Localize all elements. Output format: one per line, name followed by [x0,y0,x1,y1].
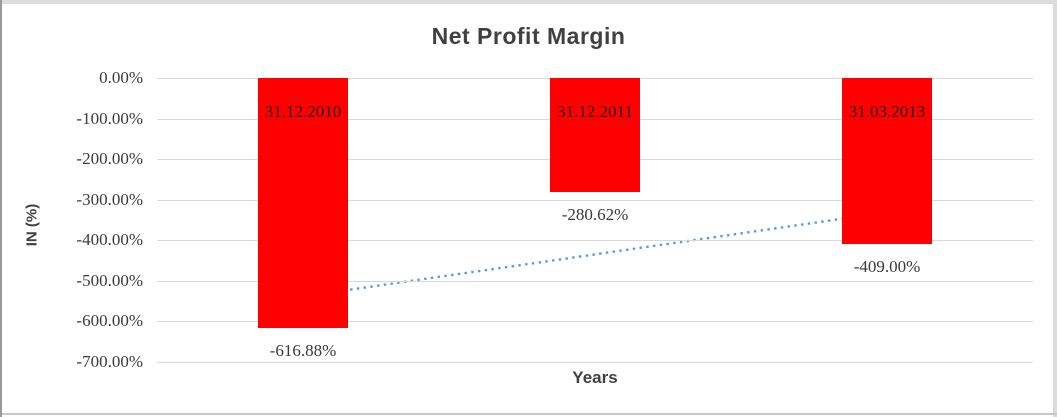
bar-31.12.2010 [258,78,348,328]
bar-category-label: 31.03.2013 [848,102,926,121]
bar-category-label: 31.12.2011 [557,102,633,121]
y-axis-tick-label: -200.00% [76,149,143,168]
gridline [157,240,1033,241]
frame-border-right [1053,0,1057,417]
frame-border-left [0,0,2,417]
gridline [157,321,1033,322]
y-axis-tick-label: 0.00% [99,68,143,87]
y-axis-tick-label: -300.00% [76,189,143,209]
y-axis-tick-label: -100.00% [76,108,143,128]
frame-border-top [0,0,1057,4]
bar-value-label: -616.88% [269,340,337,360]
bar-value-label: -409.00% [853,256,921,276]
gridline [157,361,1033,363]
gridline [157,280,1033,282]
y-axis-tick-label: -400.00% [76,230,143,249]
x-axis-title: Years [572,368,618,387]
bar-value-label: -280.62% [561,204,629,224]
y-axis-tick-label: -600.00% [76,311,143,330]
gridline [157,199,1033,201]
y-axis-tick-label: -500.00% [76,270,143,290]
bar-category-label: 31.12.2010 [264,102,342,121]
linear-trendline [302,211,888,298]
bar-31.12.2011 [550,78,640,192]
frame-border-bottom [0,413,1057,415]
bar-31.03.2013 [842,78,932,244]
chart-title: Net Profit Margin [431,23,626,49]
y-axis-tick-label: -700.00% [76,351,143,371]
